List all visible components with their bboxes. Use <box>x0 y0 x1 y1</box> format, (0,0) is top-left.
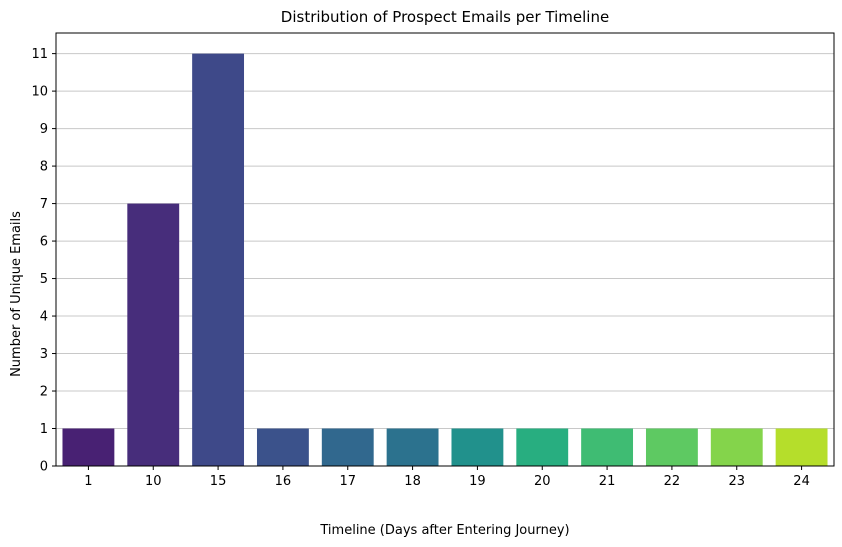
x-tick-label-15: 15 <box>210 474 227 489</box>
y-tick-label-8: 8 <box>40 160 48 175</box>
bar-17 <box>321 428 374 466</box>
x-tick-label-1: 1 <box>84 474 92 489</box>
x-tick-label-23: 23 <box>728 474 745 489</box>
y-axis-ticks: 0 1 2 3 4 5 6 7 8 9 10 11 <box>31 47 56 475</box>
bar-10 <box>127 203 180 467</box>
y-axis-label: Number of Unique Emails <box>9 211 24 377</box>
x-tick-label-18: 18 <box>404 474 421 489</box>
y-tick-label-7: 7 <box>40 197 48 212</box>
y-tick-label-3: 3 <box>40 347 48 362</box>
bar-1 <box>62 428 115 466</box>
plot-frame <box>55 32 835 467</box>
y-tick-label-10: 10 <box>31 85 48 100</box>
x-tick-label-16: 16 <box>275 474 292 489</box>
bar-22 <box>645 428 698 466</box>
bar-15 <box>192 53 245 466</box>
y-tick-label-9: 9 <box>40 122 48 137</box>
y-tick-label-2: 2 <box>40 385 48 400</box>
x-tick-label-19: 19 <box>469 474 486 489</box>
bars <box>62 53 828 467</box>
y-tick-label-11: 11 <box>31 47 48 62</box>
bar-19 <box>451 428 504 466</box>
bar-18 <box>386 428 439 466</box>
y-tick-label-6: 6 <box>40 235 48 250</box>
bar-24 <box>775 428 828 466</box>
x-axis-label: Timeline (Days after Entering Journey) <box>319 523 569 538</box>
x-axis-ticks: 1 10 15 16 17 18 19 20 21 22 23 24 <box>84 466 810 489</box>
bar-21 <box>581 428 634 466</box>
y-tick-label-4: 4 <box>40 310 48 325</box>
x-tick-label-22: 22 <box>664 474 681 489</box>
y-tick-label-5: 5 <box>40 272 48 287</box>
x-tick-label-17: 17 <box>339 474 356 489</box>
y-tick-label-0: 0 <box>40 460 48 475</box>
x-tick-label-20: 20 <box>534 474 551 489</box>
x-tick-label-21: 21 <box>599 474 616 489</box>
bar-16 <box>256 428 309 466</box>
x-tick-label-10: 10 <box>145 474 162 489</box>
y-tick-label-1: 1 <box>40 422 48 437</box>
bar-23 <box>710 428 763 466</box>
chart-title: Distribution of Prospect Emails per Time… <box>281 8 609 26</box>
gridlines <box>56 53 834 467</box>
x-tick-label-24: 24 <box>793 474 810 489</box>
bar-20 <box>516 428 569 466</box>
